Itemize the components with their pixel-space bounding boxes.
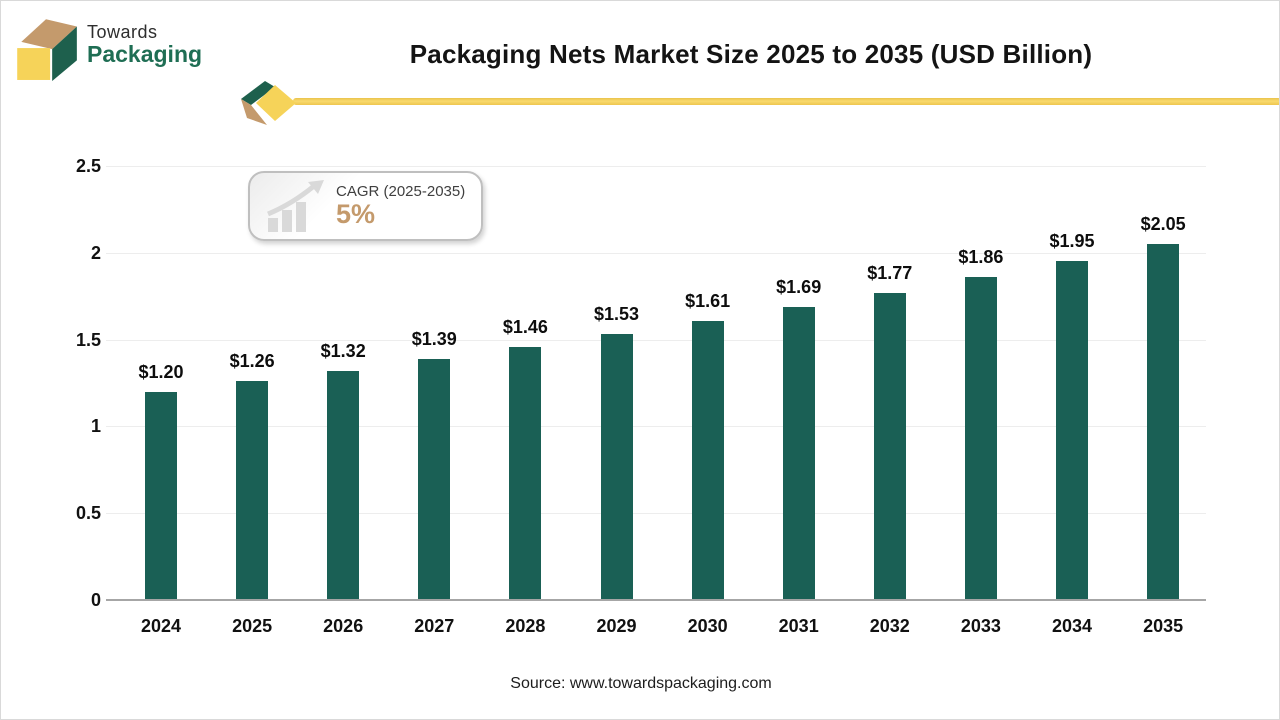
cagr-badge: CAGR (2025-2035) 5%: [248, 171, 483, 241]
diamond-ornament-icon: [241, 81, 296, 125]
x-tick-label: 2027: [414, 616, 455, 636]
bar-value-label: $2.05: [1140, 214, 1186, 235]
brand-logo-text: Towards Packaging: [87, 23, 202, 66]
source-attribution: Source: www.towardspackaging.com: [510, 675, 772, 692]
bar-value-label: $1.20: [138, 361, 184, 382]
bar: [600, 334, 633, 600]
bar-value-label: $1.77: [867, 262, 913, 283]
bar: [1056, 261, 1088, 600]
bar: [1147, 244, 1180, 600]
x-tick-label: 2033: [960, 616, 1001, 636]
brand-name-line2: Packaging: [87, 41, 203, 68]
growth-chart-icon: [267, 180, 324, 232]
bar: [873, 292, 906, 600]
gridline: [106, 166, 1206, 167]
gridline: [106, 426, 1206, 428]
bar-value-label: $1.61: [685, 290, 731, 311]
bar-value-label: $1.46: [502, 316, 548, 337]
gridline: [106, 339, 1206, 341]
x-tick-label: 2035: [1143, 616, 1184, 636]
bar: [145, 391, 177, 600]
bar: [509, 346, 542, 600]
page-title: Packaging Nets Market Size 2025 to 2035 …: [409, 39, 1093, 69]
bar-value-label: $1.69: [776, 276, 822, 297]
title-divider-line: [293, 98, 1279, 105]
bar: [327, 370, 360, 600]
bar-value-label: $1.86: [958, 247, 1004, 268]
bar: [418, 358, 451, 600]
bar-value-label: $1.32: [320, 340, 366, 361]
x-tick-label: 2032: [869, 616, 910, 636]
box-logo-icon: [17, 19, 77, 81]
bar: [964, 277, 997, 600]
x-tick-label: 2030: [687, 616, 728, 636]
y-tick-label: 0.5: [75, 503, 101, 524]
x-tick-label: 2029: [596, 616, 637, 636]
y-tick-label: 0: [90, 590, 101, 610]
x-tick-label: 2028: [505, 616, 546, 636]
bar: [691, 320, 724, 600]
x-tick-label: 2025: [232, 616, 273, 636]
x-tick-label: 2034: [1051, 616, 1093, 636]
x-tick-label: 2024: [140, 616, 182, 636]
brand-name-line1: Towards: [87, 22, 158, 43]
bar-value-label: $1.53: [593, 304, 640, 325]
bar: [782, 306, 815, 600]
gridline: [106, 513, 1206, 515]
y-tick-label: 2.5: [75, 156, 101, 176]
gridline: [106, 252, 1206, 254]
y-tick-label: 2: [90, 242, 101, 263]
y-tick-label: 1.5: [75, 329, 101, 350]
bar-value-label: $1.95: [1049, 231, 1095, 252]
x-tick-label: 2031: [778, 616, 819, 636]
brand-logo: Towards Packaging: [13, 9, 202, 81]
cagr-label: CAGR (2025-2035): [336, 183, 466, 201]
x-axis-line: [106, 599, 1206, 601]
x-tick-label: 2026: [323, 616, 364, 636]
y-tick-label: 1: [90, 416, 101, 437]
bar: [236, 381, 269, 600]
cagr-value: 5%: [336, 199, 376, 230]
cagr-text: CAGR (2025-2035) 5%: [336, 183, 465, 228]
bar-value-label: $1.26: [229, 351, 275, 372]
bar-value-label: $1.39: [411, 328, 457, 349]
